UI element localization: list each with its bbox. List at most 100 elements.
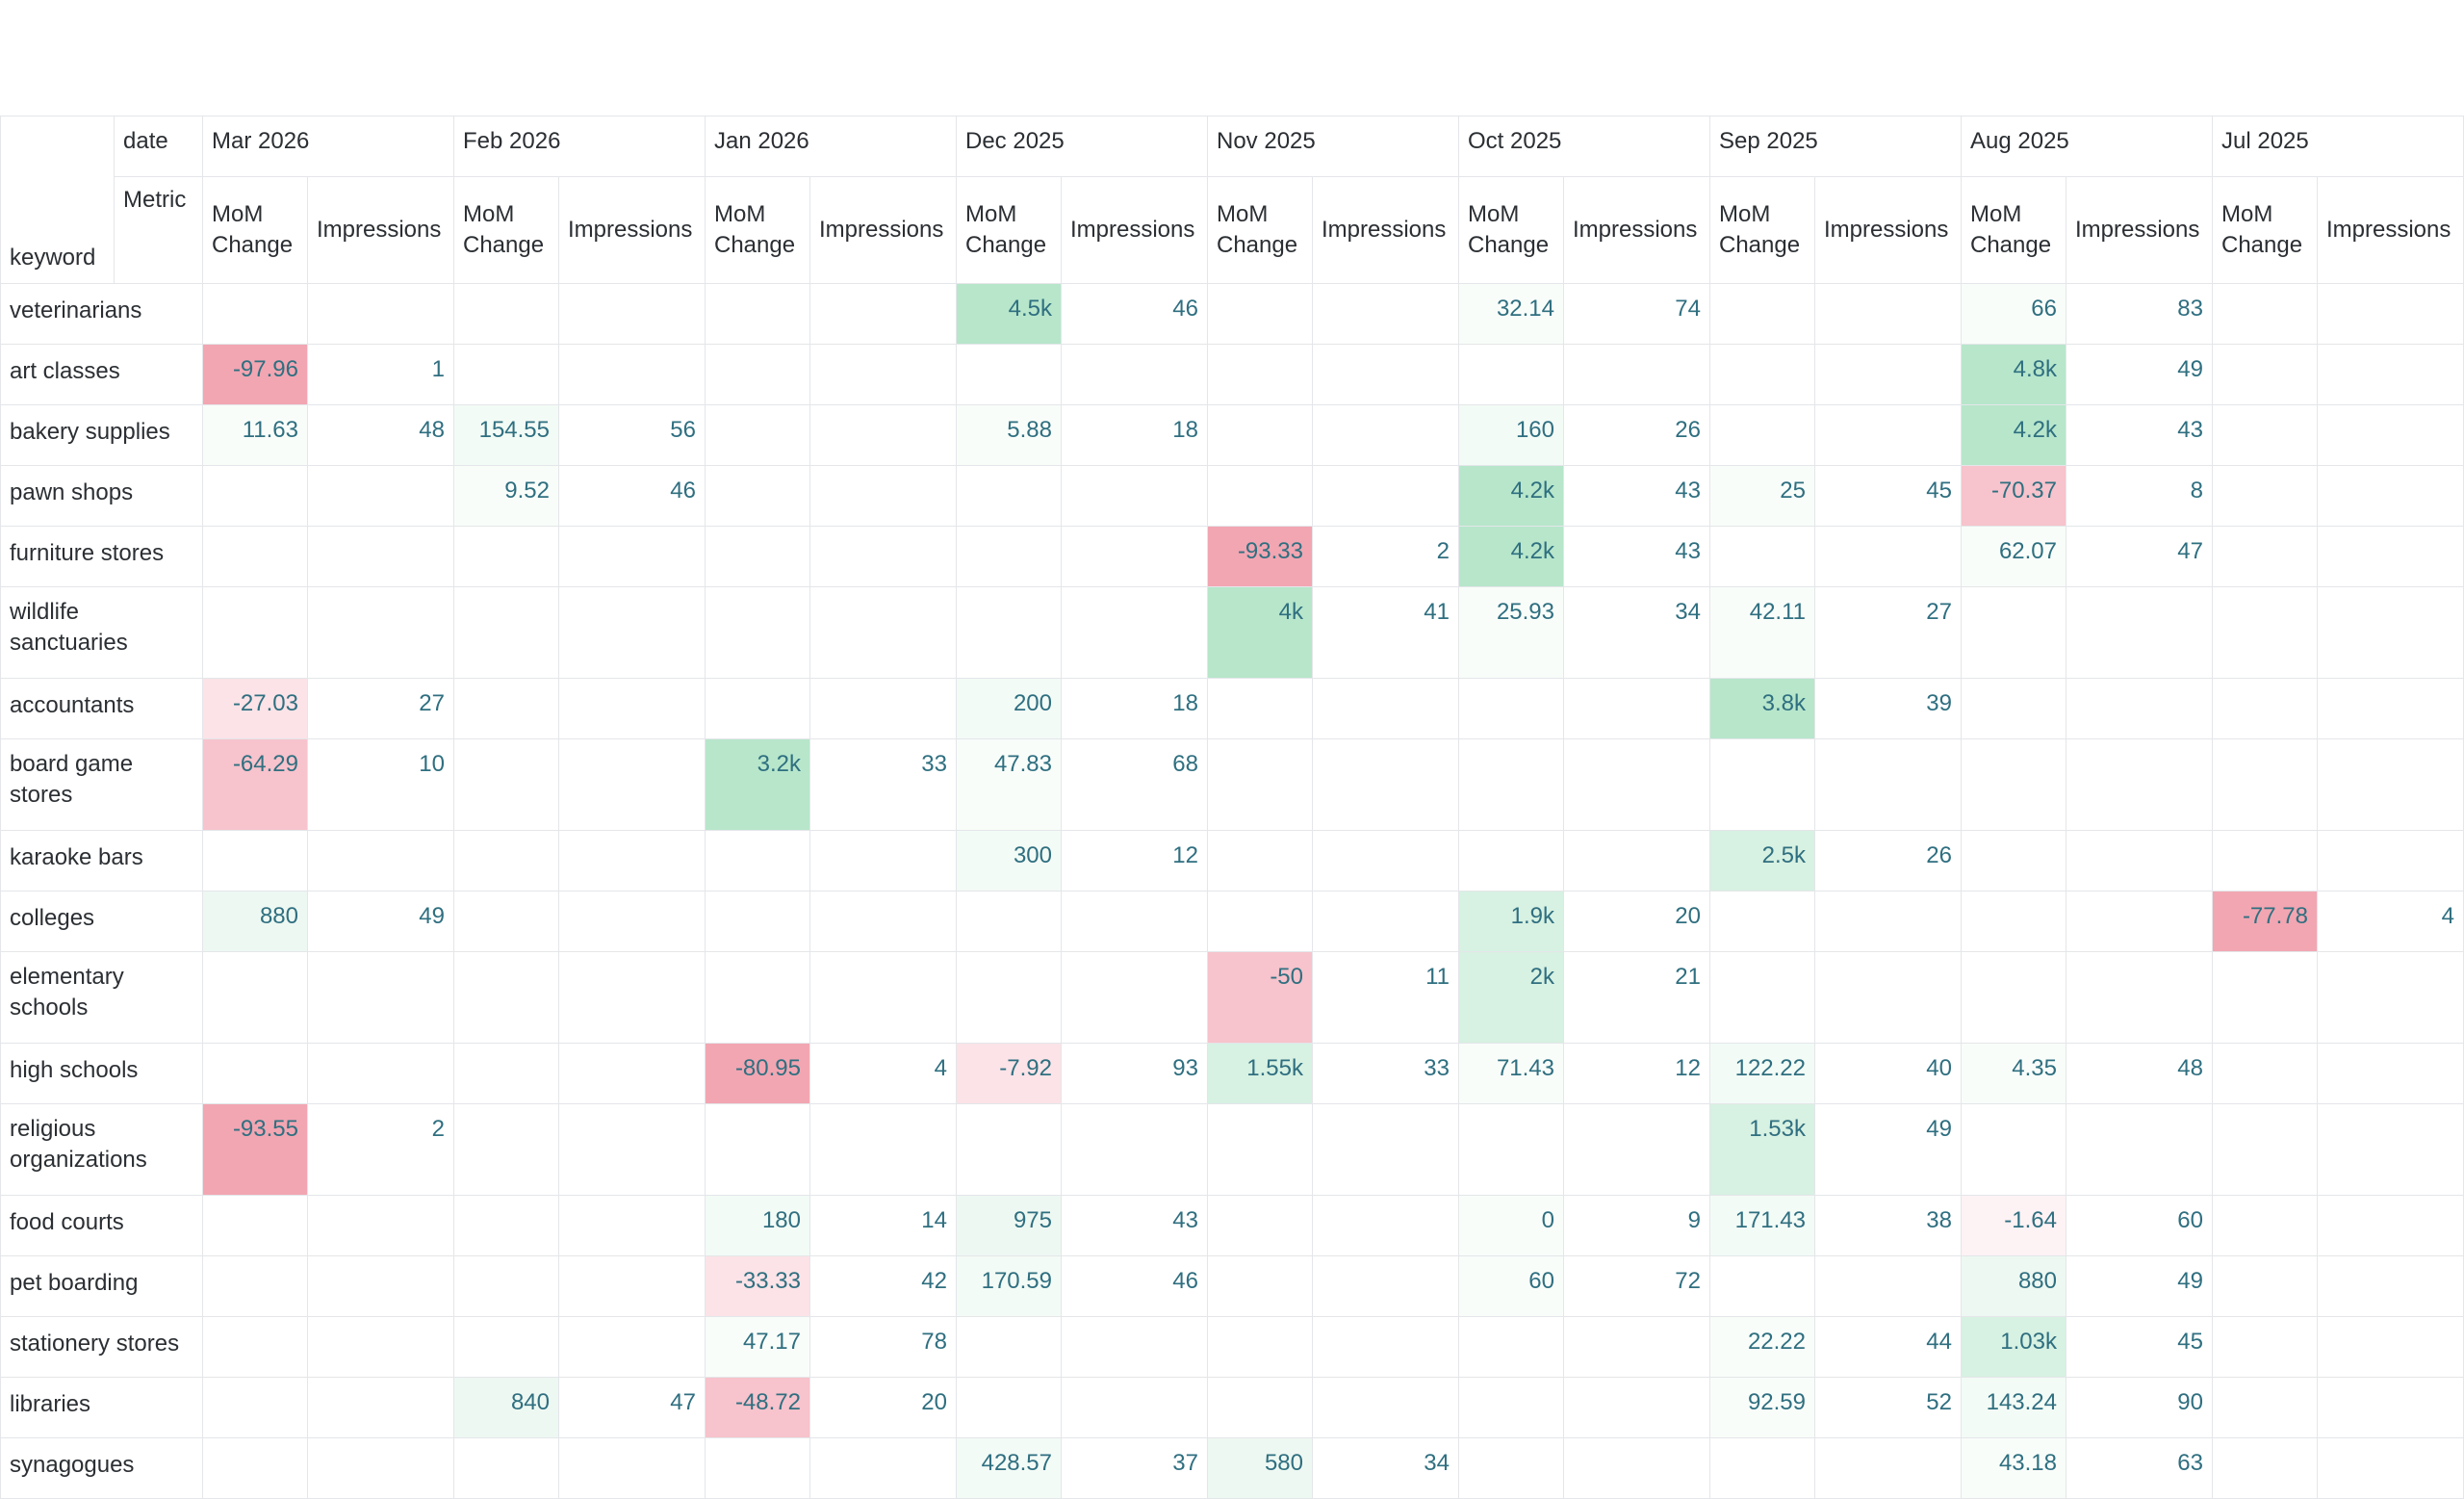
mom-change-cell[interactable] bbox=[956, 526, 1062, 587]
keyword-cell[interactable]: pet boarding bbox=[0, 1255, 203, 1317]
metric-header-impressions[interactable]: Impressions bbox=[307, 176, 454, 284]
mom-change-cell[interactable]: 580 bbox=[1207, 1437, 1313, 1499]
impressions-cell[interactable] bbox=[1061, 586, 1208, 679]
mom-change-cell[interactable] bbox=[1709, 526, 1815, 587]
mom-change-cell[interactable] bbox=[1709, 404, 1815, 466]
metric-header-impressions[interactable]: Impressions bbox=[2317, 176, 2464, 284]
impressions-cell[interactable] bbox=[1563, 1437, 1710, 1499]
mom-change-cell[interactable] bbox=[1709, 891, 1815, 952]
impressions-cell[interactable] bbox=[558, 951, 706, 1044]
keyword-cell[interactable]: elementary schools bbox=[0, 951, 203, 1044]
mom-change-cell[interactable]: 25 bbox=[1709, 465, 1815, 527]
impressions-cell[interactable]: 41 bbox=[1312, 586, 1459, 679]
impressions-cell[interactable] bbox=[558, 1103, 706, 1196]
impressions-cell[interactable] bbox=[307, 1437, 454, 1499]
mom-change-cell[interactable] bbox=[1207, 344, 1313, 405]
mom-change-cell[interactable]: 880 bbox=[202, 891, 308, 952]
mom-change-cell[interactable] bbox=[2212, 1103, 2318, 1196]
impressions-cell[interactable]: 40 bbox=[1814, 1043, 1962, 1104]
impressions-cell[interactable] bbox=[809, 465, 957, 527]
mom-change-cell[interactable] bbox=[202, 526, 308, 587]
impressions-cell[interactable]: 39 bbox=[1814, 678, 1962, 739]
impressions-cell[interactable]: 14 bbox=[809, 1195, 957, 1256]
mom-change-cell[interactable] bbox=[1961, 586, 2066, 679]
impressions-cell[interactable] bbox=[2317, 1316, 2464, 1378]
mom-change-cell[interactable] bbox=[1207, 1255, 1313, 1317]
metric-header-impressions[interactable]: Impressions bbox=[1312, 176, 1459, 284]
impressions-cell[interactable] bbox=[2317, 344, 2464, 405]
impressions-cell[interactable] bbox=[2317, 678, 2464, 739]
mom-change-cell[interactable]: -64.29 bbox=[202, 738, 308, 831]
impressions-cell[interactable] bbox=[2066, 738, 2213, 831]
impressions-cell[interactable] bbox=[1814, 1437, 1962, 1499]
mom-change-cell[interactable]: 4.35 bbox=[1961, 1043, 2066, 1104]
mom-change-cell[interactable] bbox=[1458, 1103, 1564, 1196]
mom-change-cell[interactable] bbox=[453, 1437, 559, 1499]
impressions-cell[interactable]: 4 bbox=[2317, 891, 2464, 952]
impressions-cell[interactable] bbox=[307, 526, 454, 587]
impressions-cell[interactable]: 46 bbox=[558, 465, 706, 527]
mom-change-cell[interactable] bbox=[1961, 738, 2066, 831]
keyword-cell[interactable]: board game stores bbox=[0, 738, 203, 831]
mom-change-cell[interactable] bbox=[2212, 344, 2318, 405]
month-header[interactable]: Nov 2025 bbox=[1207, 116, 1459, 177]
mom-change-cell[interactable] bbox=[453, 1103, 559, 1196]
impressions-cell[interactable] bbox=[1814, 738, 1962, 831]
mom-change-cell[interactable] bbox=[705, 1103, 810, 1196]
impressions-cell[interactable] bbox=[1312, 344, 1459, 405]
impressions-cell[interactable] bbox=[1061, 891, 1208, 952]
impressions-cell[interactable] bbox=[2317, 1043, 2464, 1104]
mom-change-cell[interactable]: 4.5k bbox=[956, 283, 1062, 345]
mom-change-cell[interactable]: 5.88 bbox=[956, 404, 1062, 466]
impressions-cell[interactable] bbox=[809, 891, 957, 952]
impressions-cell[interactable] bbox=[1312, 1255, 1459, 1317]
impressions-cell[interactable] bbox=[2066, 678, 2213, 739]
mom-change-cell[interactable]: 4.2k bbox=[1458, 465, 1564, 527]
mom-change-cell[interactable]: 1.03k bbox=[1961, 1316, 2066, 1378]
impressions-cell[interactable]: 68 bbox=[1061, 738, 1208, 831]
impressions-cell[interactable] bbox=[2317, 526, 2464, 587]
impressions-cell[interactable] bbox=[2066, 586, 2213, 679]
impressions-cell[interactable]: 43 bbox=[1061, 1195, 1208, 1256]
mom-change-cell[interactable] bbox=[705, 465, 810, 527]
impressions-cell[interactable] bbox=[2317, 404, 2464, 466]
keyword-cell[interactable]: colleges bbox=[0, 891, 203, 952]
impressions-cell[interactable] bbox=[2317, 586, 2464, 679]
mom-change-cell[interactable]: -1.64 bbox=[1961, 1195, 2066, 1256]
impressions-cell[interactable] bbox=[1312, 738, 1459, 831]
mom-change-cell[interactable] bbox=[1458, 1437, 1564, 1499]
mom-change-cell[interactable]: 1.53k bbox=[1709, 1103, 1815, 1196]
mom-change-cell[interactable]: 4.2k bbox=[1458, 526, 1564, 587]
mom-change-cell[interactable] bbox=[2212, 1195, 2318, 1256]
mom-change-cell[interactable] bbox=[1207, 830, 1313, 892]
impressions-cell[interactable]: 2 bbox=[1312, 526, 1459, 587]
keyword-cell[interactable]: high schools bbox=[0, 1043, 203, 1104]
month-header[interactable]: Jan 2026 bbox=[705, 116, 957, 177]
keyword-cell[interactable]: religious organizations bbox=[0, 1103, 203, 1196]
mom-change-cell[interactable]: 1.9k bbox=[1458, 891, 1564, 952]
mom-change-cell[interactable] bbox=[2212, 678, 2318, 739]
mom-change-cell[interactable] bbox=[2212, 1255, 2318, 1317]
mom-change-cell[interactable]: 160 bbox=[1458, 404, 1564, 466]
mom-change-cell[interactable] bbox=[1458, 678, 1564, 739]
impressions-cell[interactable]: 47 bbox=[2066, 526, 2213, 587]
mom-change-cell[interactable] bbox=[705, 283, 810, 345]
impressions-cell[interactable] bbox=[2066, 951, 2213, 1044]
mom-change-cell[interactable]: 47.17 bbox=[705, 1316, 810, 1378]
mom-change-cell[interactable]: -33.33 bbox=[705, 1255, 810, 1317]
mom-change-cell[interactable]: 0 bbox=[1458, 1195, 1564, 1256]
impressions-cell[interactable] bbox=[2066, 1103, 2213, 1196]
mom-change-cell[interactable] bbox=[202, 1437, 308, 1499]
mom-change-cell[interactable]: -80.95 bbox=[705, 1043, 810, 1104]
mom-change-cell[interactable] bbox=[1961, 678, 2066, 739]
mom-change-cell[interactable] bbox=[2212, 526, 2318, 587]
mom-change-cell[interactable]: -77.78 bbox=[2212, 891, 2318, 952]
impressions-cell[interactable]: 34 bbox=[1312, 1437, 1459, 1499]
mom-change-cell[interactable] bbox=[453, 891, 559, 952]
mom-change-cell[interactable]: 4k bbox=[1207, 586, 1313, 679]
keyword-cell[interactable]: food courts bbox=[0, 1195, 203, 1256]
metric-header-mom-change[interactable]: MoM Change bbox=[1458, 176, 1564, 284]
month-header[interactable]: Oct 2025 bbox=[1458, 116, 1710, 177]
mom-change-cell[interactable] bbox=[956, 1103, 1062, 1196]
impressions-cell[interactable] bbox=[1814, 951, 1962, 1044]
